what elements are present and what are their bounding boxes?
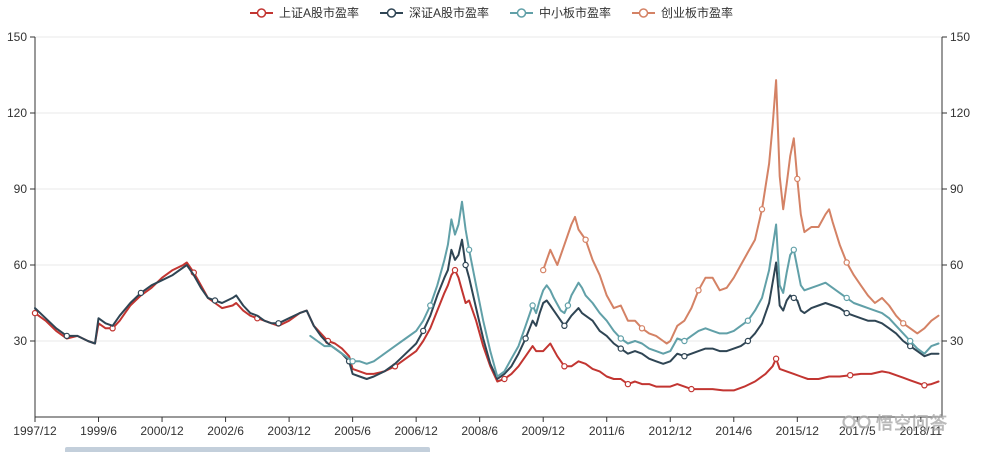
y-axis-tick-label: 30	[950, 334, 964, 348]
x-axis-tick-label: 1999/6	[80, 424, 117, 438]
legend-line-icon	[249, 8, 273, 18]
data-point-marker	[561, 322, 568, 329]
data-point-marker	[561, 363, 568, 370]
data-point-marker	[681, 337, 688, 345]
data-point-marker	[794, 175, 801, 183]
legend-label: 上证A股市盈率	[278, 6, 359, 20]
x-axis-tick-label: 1997/12	[13, 424, 57, 438]
data-point-marker	[465, 246, 473, 253]
data-point-marker	[420, 327, 427, 335]
x-axis-tick-label: 2002/6	[207, 424, 244, 438]
x-axis-tick-label: 2014/6	[715, 424, 752, 438]
y-axis-tick-label: 60	[950, 258, 964, 272]
data-point-marker	[63, 332, 71, 340]
legend-item-0[interactable]: 上证A股市盈率	[249, 6, 359, 20]
data-point-marker	[843, 294, 850, 302]
x-axis-tick-label: 2000/12	[140, 424, 184, 438]
data-point-marker	[688, 385, 695, 393]
data-point-marker	[921, 382, 928, 389]
watermark-text: 悟空问答	[876, 414, 948, 433]
data-point-marker	[847, 372, 854, 379]
legend-item-3[interactable]: 创业板市盈率	[631, 6, 733, 20]
legend-label: 创业板市盈率	[661, 6, 734, 20]
legend-line-icon	[632, 8, 656, 18]
data-point-marker	[843, 259, 850, 266]
data-point-marker	[744, 337, 752, 345]
data-point-marker	[907, 337, 914, 345]
data-point-marker	[790, 246, 798, 253]
data-point-marker	[31, 309, 39, 317]
data-point-marker	[522, 335, 529, 342]
x-axis-tick-label: 2011/6	[589, 424, 625, 438]
partial-bottom-element	[65, 447, 430, 452]
data-point-marker	[744, 317, 752, 324]
data-point-marker	[695, 287, 702, 294]
data-point-marker	[772, 355, 780, 362]
data-point-marker	[501, 375, 508, 383]
y-axis-tick-label: 90	[14, 182, 28, 196]
y-axis-tick-label: 30	[14, 334, 28, 348]
data-point-marker	[843, 309, 850, 317]
x-axis-tick-label: 2015/12	[776, 424, 820, 438]
legend-item-2[interactable]: 中小板市盈率	[509, 6, 611, 20]
legend-label: 深证A股市盈率	[408, 6, 489, 20]
x-axis-tick-label: 2006/12	[394, 424, 438, 438]
x-axis-tick-label: 2012/12	[649, 424, 693, 438]
data-point-marker	[462, 261, 469, 269]
data-point-marker	[617, 345, 625, 352]
series-line-2[interactable]	[309, 200, 940, 378]
x-axis-tick-label: 2005/6	[334, 424, 371, 438]
data-point-marker	[638, 325, 646, 332]
data-point-marker	[582, 236, 589, 243]
watermark: 悟空问答	[842, 409, 948, 434]
data-point-marker	[624, 380, 632, 388]
x-axis-tick-label: 2003/12	[267, 424, 311, 438]
series-line-0[interactable]	[34, 261, 940, 392]
legend-label: 中小板市盈率	[539, 6, 612, 20]
legend-item-1[interactable]: 深证A股市盈率	[379, 6, 489, 20]
data-point-marker	[564, 302, 572, 309]
data-point-marker	[427, 302, 434, 309]
x-axis-tick-label: 2009/12	[522, 424, 566, 438]
data-point-marker	[540, 266, 547, 274]
data-point-marker	[211, 297, 219, 304]
data-point-marker	[275, 320, 282, 327]
y-axis-tick-label: 150	[7, 30, 27, 44]
y-axis-tick-label: 150	[950, 30, 970, 44]
x-axis-tick-label: 2018/11	[900, 424, 943, 438]
y-axis-tick-label: 60	[14, 258, 28, 272]
legend-line-icon	[379, 8, 403, 18]
series-line-3[interactable]	[542, 79, 940, 345]
data-point-marker	[790, 294, 798, 302]
legend-line-icon	[510, 8, 533, 18]
x-axis-tick-label: 2008/6	[461, 424, 498, 438]
data-point-marker	[349, 358, 356, 365]
data-point-marker	[900, 320, 907, 327]
data-point-marker	[529, 302, 536, 309]
data-point-marker	[451, 266, 459, 274]
y-axis-tick-label: 120	[7, 106, 27, 120]
data-point-marker	[137, 289, 145, 297]
watermark-logo-icon	[842, 414, 871, 429]
data-point-marker	[617, 335, 625, 342]
y-axis-tick-label: 90	[950, 182, 964, 196]
data-point-marker	[758, 206, 766, 213]
y-axis-tick-label: 120	[950, 106, 970, 120]
chart-legend: 上证A股市盈率 深证A股市盈率 中小板市盈率 创业板市盈率	[0, 6, 982, 20]
data-point-marker	[681, 353, 688, 360]
